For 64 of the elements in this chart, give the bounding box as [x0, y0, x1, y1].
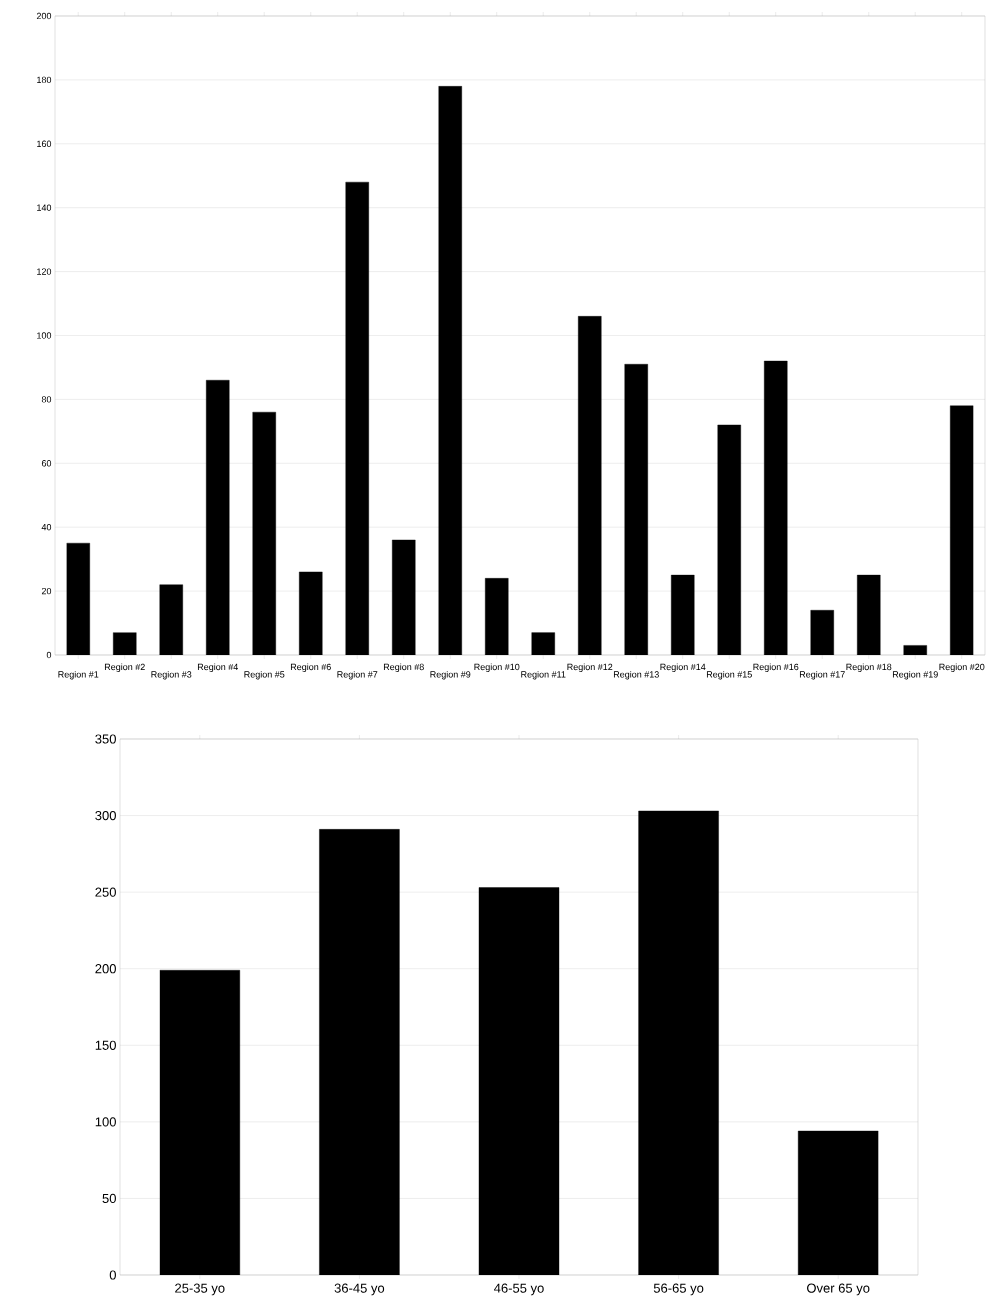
y-tick-label: 40	[41, 524, 52, 531]
bar	[299, 571, 323, 655]
bar	[624, 364, 648, 655]
x-tick-label: Region #6	[290, 663, 331, 672]
x-tick-label: Region #20	[939, 663, 985, 672]
x-tick-label: Region #16	[753, 663, 799, 672]
x-tick-label: Region #4	[197, 663, 238, 672]
bar	[485, 578, 509, 655]
x-tick-label: Region #7	[337, 671, 378, 680]
bar	[810, 610, 834, 655]
x-tick-label: Region #17	[799, 671, 845, 680]
x-tick-label: 56-65 yo	[653, 1283, 704, 1296]
bar	[66, 542, 90, 655]
y-tick-label: 80	[41, 396, 52, 403]
x-tick-label: Region #3	[151, 671, 192, 680]
bar	[345, 181, 369, 655]
x-tick-label: Region #15	[706, 671, 752, 680]
x-tick-label: Region #14	[660, 663, 706, 672]
y-tick-label: 200	[36, 12, 52, 20]
x-tick-label: Region #5	[244, 671, 285, 680]
y-tick-label: 50	[102, 1193, 116, 1204]
bar	[206, 380, 230, 655]
bar	[903, 645, 927, 655]
bar	[438, 86, 462, 655]
x-tick-label: Region #11	[521, 671, 566, 680]
x-tick-label: Region #1	[58, 671, 99, 680]
y-tick-label: 200	[95, 964, 116, 974]
x-tick-label: Region #13	[613, 671, 659, 680]
y-tick-label: 20	[41, 587, 52, 595]
y-tick-label: 250	[95, 887, 116, 897]
y-tick-label: 100	[95, 1117, 116, 1127]
bar	[159, 584, 183, 655]
bar	[531, 632, 555, 655]
y-tick-label: 300	[95, 810, 116, 821]
bar	[950, 405, 974, 655]
y-tick-label: 60	[41, 460, 52, 467]
y-tick-label: 150	[95, 1040, 116, 1050]
y-tick-label: 180	[37, 76, 52, 84]
x-tick-label: Region #19	[892, 671, 938, 680]
y-tick-label: 160	[37, 140, 52, 147]
y-tick-label: 120	[37, 268, 52, 275]
x-tick-label: Region #12	[567, 663, 613, 672]
x-tick-label: Over 65 yo	[807, 1283, 870, 1296]
bar	[113, 632, 137, 655]
bar	[764, 360, 788, 655]
x-tick-label: Region #10	[474, 663, 520, 672]
y-tick-label: 0	[46, 651, 52, 659]
bar	[857, 574, 881, 655]
x-tick-label: Region #9	[430, 671, 471, 680]
y-tick-label: 0	[109, 1270, 116, 1280]
x-tick-label: 46-55 yo	[494, 1283, 544, 1296]
bar	[252, 411, 276, 655]
x-tick-label: Region #8	[383, 663, 424, 672]
bar	[717, 424, 741, 655]
bar	[392, 539, 416, 655]
x-tick-label: 36-45 yo	[334, 1283, 385, 1296]
y-tick-label: 100	[37, 332, 52, 339]
bar	[578, 316, 602, 655]
bar	[671, 574, 695, 655]
y-tick-label: 350	[95, 734, 116, 744]
x-tick-label: Region #2	[104, 663, 145, 672]
y-tick-label: 140	[37, 204, 52, 211]
x-tick-label: 25-35 yo	[175, 1283, 225, 1296]
x-tick-label: Region #18	[846, 663, 892, 672]
